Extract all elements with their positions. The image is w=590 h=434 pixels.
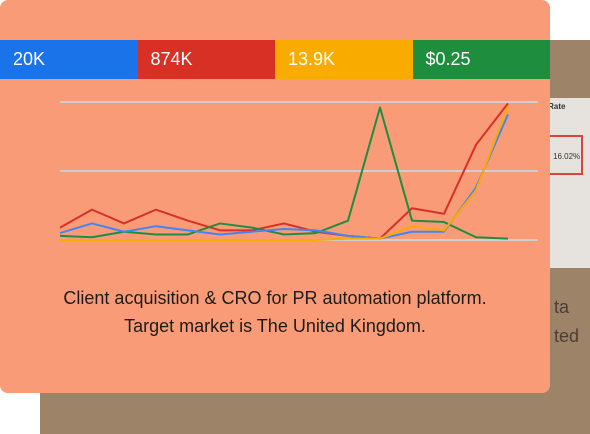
back-text: ted bbox=[554, 326, 580, 346]
column-header: n Rate bbox=[541, 102, 566, 111]
metrics-bar: 20K 874K 13.9K $0.25 bbox=[0, 40, 550, 79]
back-text: ta bbox=[554, 297, 570, 317]
metric: 13.9K bbox=[275, 40, 413, 79]
table-cell: 16.02% bbox=[553, 152, 581, 161]
metric: $0.25 bbox=[412, 40, 550, 79]
series-line bbox=[60, 105, 509, 241]
back-table bbox=[545, 98, 590, 268]
series-line bbox=[59, 106, 509, 240]
description-line: Target market is The United Kingdom. bbox=[124, 316, 426, 336]
spacer bbox=[0, 250, 550, 284]
description: Client acquisition & CRO for PR automati… bbox=[0, 250, 550, 393]
metric: 874K bbox=[137, 40, 275, 79]
description-line: Client acquisition & CRO for PR automati… bbox=[63, 288, 487, 308]
metric: 20K bbox=[0, 40, 138, 79]
chart bbox=[59, 101, 538, 241]
series-line bbox=[59, 114, 509, 240]
series-line bbox=[59, 102, 509, 240]
front-card: 20K 874K 13.9K $0.25 Client acquisition & C… bbox=[0, 0, 550, 393]
